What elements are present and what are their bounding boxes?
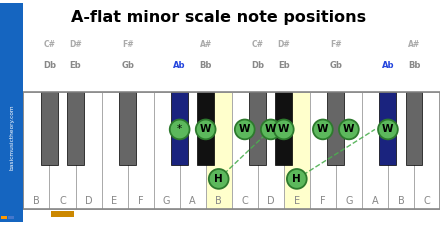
Bar — [249, 92, 266, 164]
Text: A: A — [189, 196, 196, 205]
Bar — [258, 92, 284, 209]
Circle shape — [378, 119, 398, 139]
Text: F: F — [320, 196, 326, 205]
Text: B: B — [398, 196, 404, 205]
Bar — [310, 92, 336, 209]
Bar — [119, 92, 136, 164]
Bar — [41, 92, 58, 164]
Bar — [8, 216, 14, 219]
Bar — [197, 92, 214, 164]
Bar — [128, 92, 154, 209]
Text: Eb: Eb — [278, 61, 290, 70]
Text: D: D — [267, 196, 275, 205]
Text: A#: A# — [408, 40, 420, 49]
Text: A-flat minor scale note positions: A-flat minor scale note positions — [71, 10, 366, 25]
Bar — [102, 92, 128, 209]
Text: G: G — [345, 196, 352, 205]
Text: C#: C# — [44, 40, 55, 49]
Circle shape — [209, 169, 229, 189]
Text: W: W — [317, 124, 329, 134]
Text: H: H — [214, 174, 223, 184]
Text: H: H — [293, 174, 301, 184]
Text: D#: D# — [277, 40, 290, 49]
Bar — [414, 92, 440, 209]
Circle shape — [170, 119, 190, 139]
Text: G: G — [163, 196, 170, 205]
Text: Bb: Bb — [199, 61, 212, 70]
Bar — [180, 92, 205, 209]
Bar — [76, 92, 102, 209]
Text: B: B — [215, 196, 222, 205]
Text: Db: Db — [43, 61, 56, 70]
Bar — [49, 92, 76, 209]
Text: C: C — [242, 196, 248, 205]
Bar — [406, 92, 422, 164]
Text: Bb: Bb — [408, 61, 420, 70]
Text: D#: D# — [69, 40, 82, 49]
Circle shape — [274, 119, 293, 139]
Bar — [171, 92, 188, 164]
Bar — [23, 92, 49, 209]
Text: Gb: Gb — [121, 61, 134, 70]
Text: W: W — [382, 124, 394, 134]
Text: A#: A# — [200, 40, 212, 49]
Text: W: W — [343, 124, 355, 134]
Text: C: C — [59, 196, 66, 205]
Circle shape — [339, 119, 359, 139]
Bar — [67, 92, 84, 164]
Bar — [1, 216, 7, 219]
Text: Ab: Ab — [381, 61, 394, 70]
Text: A: A — [372, 196, 378, 205]
Bar — [327, 92, 345, 164]
Bar — [388, 92, 414, 209]
Circle shape — [287, 169, 307, 189]
Text: D: D — [85, 196, 92, 205]
Text: Eb: Eb — [70, 61, 81, 70]
Circle shape — [196, 119, 216, 139]
Text: F#: F# — [330, 40, 342, 49]
Text: F: F — [138, 196, 143, 205]
Text: *: * — [177, 124, 182, 134]
Circle shape — [313, 119, 333, 139]
Bar — [379, 92, 396, 164]
Text: basicmusictheory.com: basicmusictheory.com — [9, 104, 14, 170]
Bar — [284, 92, 310, 209]
Bar — [205, 92, 232, 209]
Bar — [275, 92, 292, 164]
Bar — [23, 92, 440, 209]
Text: E: E — [294, 196, 300, 205]
Text: Db: Db — [251, 61, 264, 70]
Text: Ab: Ab — [173, 61, 186, 70]
Bar — [0, 3, 23, 222]
Bar — [232, 92, 258, 209]
Text: C#: C# — [252, 40, 264, 49]
Bar — [154, 92, 180, 209]
Text: W: W — [239, 124, 250, 134]
Text: B: B — [33, 196, 40, 205]
Bar — [51, 212, 74, 217]
Text: W: W — [265, 124, 276, 134]
Bar — [362, 92, 388, 209]
Text: Gb: Gb — [330, 61, 342, 70]
Circle shape — [235, 119, 255, 139]
Text: E: E — [111, 196, 117, 205]
Text: W: W — [200, 124, 212, 134]
Bar — [336, 92, 362, 209]
Text: W: W — [278, 124, 290, 134]
Text: C: C — [424, 196, 430, 205]
Circle shape — [261, 119, 281, 139]
Text: F#: F# — [122, 40, 133, 49]
